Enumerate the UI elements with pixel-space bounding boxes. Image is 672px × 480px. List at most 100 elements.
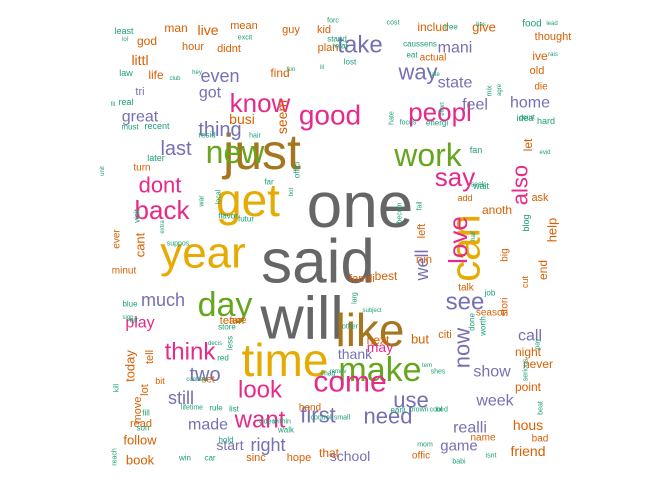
word-play: play <box>125 315 154 332</box>
word-get: get <box>216 174 280 226</box>
word-effort: effort <box>440 102 446 116</box>
word-subject: subject <box>362 308 381 314</box>
word-lot: lot <box>139 384 151 396</box>
word-beat: beat <box>538 401 545 415</box>
word-less: less <box>226 336 235 350</box>
word-god: god <box>137 34 157 48</box>
word-suppos: suppos <box>167 241 190 248</box>
word-bad: bad <box>532 434 549 445</box>
word-want: want <box>234 407 286 434</box>
word-club: club <box>169 76 181 82</box>
word-stand: stand <box>327 35 347 44</box>
word-sinc: sinc <box>246 452 266 464</box>
word-focus: focus <box>400 120 417 127</box>
word-find: find <box>270 66 289 80</box>
word-come: come <box>313 366 386 399</box>
word-car: car <box>204 454 215 463</box>
word-know: know <box>230 88 291 118</box>
word-year: year <box>160 229 246 278</box>
word-shes: shes <box>431 369 446 376</box>
word-day: day <box>198 286 253 324</box>
word-blog: blog <box>521 214 531 231</box>
word-tem: tem <box>422 363 432 369</box>
word-book: book <box>126 453 155 468</box>
word-see: see <box>446 289 485 316</box>
word-work: work <box>393 137 463 173</box>
word-hot: hot <box>289 187 295 196</box>
word-hair: hair <box>249 133 261 140</box>
word-food: food <box>522 19 541 30</box>
word-game: game <box>440 438 478 455</box>
word-extra: extra <box>160 220 166 234</box>
word-take: take <box>337 32 382 59</box>
word-futur: futur <box>238 215 254 224</box>
word-think: think <box>165 339 217 366</box>
word-seem: seem <box>274 100 290 134</box>
word-rais: rais <box>548 52 558 58</box>
word-time: time <box>242 334 329 386</box>
word-bit: bit <box>155 376 165 386</box>
word-lifetime: lifetime <box>181 405 203 412</box>
word-thing: thing <box>198 119 241 141</box>
word-cool: cool <box>430 407 443 414</box>
word-like: like <box>335 304 404 356</box>
word-wait: wait <box>472 181 490 191</box>
word-brown: brown <box>409 407 428 414</box>
word-big: big <box>500 248 511 261</box>
word-imag: imag <box>320 371 335 378</box>
word-lost: lost <box>344 58 357 67</box>
word-relat: relat <box>332 42 348 51</box>
word-isnt: isnt <box>486 453 497 460</box>
word-cant: cant <box>133 232 148 257</box>
word-mani: mani <box>438 40 473 57</box>
word-decis: decis <box>208 341 222 347</box>
word-cut: cut <box>520 276 530 289</box>
word-last: last <box>160 138 192 160</box>
word-hard: hard <box>537 116 555 126</box>
word-cost: cost <box>387 20 400 27</box>
word-made: made <box>188 417 228 434</box>
word-mom: mom <box>417 442 433 449</box>
word-right: right <box>250 435 285 455</box>
word-win: win <box>178 454 191 463</box>
word-idea: idea <box>516 113 533 123</box>
word-ive: ive <box>532 49 548 63</box>
word-will: will <box>259 285 343 352</box>
word-team: team <box>220 315 244 327</box>
word-forc: forc <box>327 18 339 25</box>
word-great: great <box>122 109 159 126</box>
word-back: back <box>135 195 191 225</box>
word-hour: hour <box>182 41 204 53</box>
word-babi: babi <box>452 459 466 466</box>
word-half: half <box>471 231 477 241</box>
word-eat: eat <box>406 51 418 60</box>
word-much: much <box>141 290 185 310</box>
word-must: must <box>121 123 139 132</box>
word-may: may <box>367 339 393 355</box>
word-let: let <box>521 138 535 151</box>
word-point: point <box>515 380 542 394</box>
word-actual: actual <box>420 53 447 64</box>
word-fill: fill <box>142 409 150 418</box>
word-hold: hold <box>218 436 233 445</box>
word-one: one <box>307 169 414 241</box>
word-home: home <box>510 95 550 112</box>
word-offic: offic <box>412 451 430 462</box>
word-realli: realli <box>453 420 487 437</box>
word-end: end <box>536 260 550 280</box>
word-other: other <box>342 324 359 331</box>
word-feel: feel <box>462 97 488 114</box>
word-blue: blue <box>122 300 138 309</box>
word-talk: talk <box>458 283 475 294</box>
word-new: new <box>206 134 266 170</box>
word-well: well <box>412 249 432 281</box>
word-give: give <box>472 20 496 35</box>
word-need: need <box>364 404 413 429</box>
word-even: even <box>200 66 239 86</box>
word-today: today <box>123 350 138 382</box>
word-law: law <box>119 68 133 78</box>
word-local: local <box>216 189 223 204</box>
word-die: die <box>534 82 548 93</box>
word-air: air <box>130 316 139 325</box>
word-ask: ask <box>531 192 549 204</box>
